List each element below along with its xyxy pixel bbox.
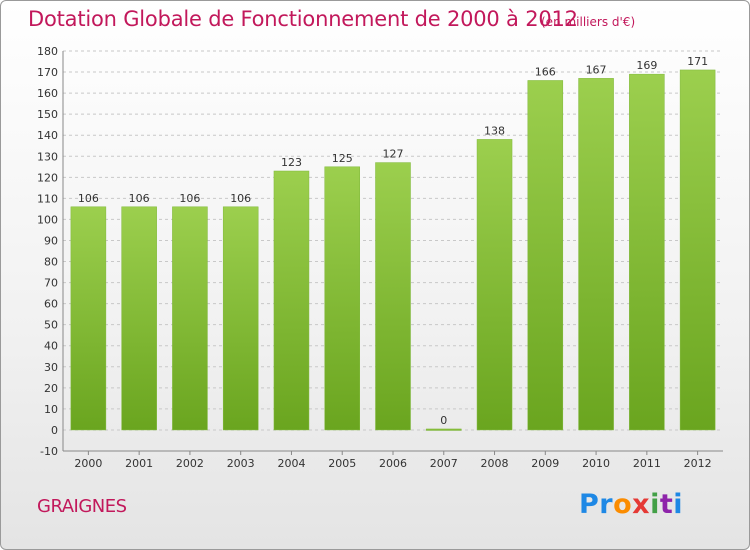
y-tick-label: 50 (44, 319, 58, 332)
data-label-2010: 167 (586, 63, 607, 76)
bar-2003 (222, 206, 259, 431)
y-tick-label: 170 (37, 66, 58, 79)
y-tick-label: 80 (44, 256, 58, 269)
bar-2012 (679, 69, 716, 431)
y-tick-label: 0 (51, 424, 58, 437)
y-tick-label: 150 (37, 108, 58, 121)
bar-2010 (578, 78, 614, 431)
y-tick-label: 180 (37, 45, 58, 58)
bar-2006 (375, 162, 411, 431)
y-tick-label: 100 (37, 213, 58, 226)
logo-part: o (613, 489, 633, 520)
data-label-2009: 166 (535, 65, 556, 78)
bar-2004 (273, 170, 310, 431)
x-tick-label: 2007 (430, 457, 458, 470)
x-tick-label: 2002 (176, 457, 204, 470)
data-label-2006: 127 (383, 148, 404, 161)
x-tick-label: 2012 (684, 457, 712, 470)
data-label-2001: 106 (129, 192, 150, 205)
data-labels: 106 106 106 106 123 125 127 0 138 166 167 169 171 (78, 55, 708, 427)
logo-part: i (650, 489, 660, 520)
x-tick-label: 2011 (633, 457, 661, 470)
bar-2005 (324, 166, 360, 431)
x-tick-label: 2004 (277, 457, 305, 470)
bar-2001 (121, 206, 157, 431)
y-tick-label: 20 (44, 382, 58, 395)
y-tick-label: 110 (37, 192, 58, 205)
x-tick-label: 2009 (531, 457, 559, 470)
logo-part: Pr (579, 489, 614, 520)
logo-part: t (659, 489, 674, 520)
y-tick-label: 70 (44, 277, 58, 290)
logo-part: x (632, 489, 651, 520)
bar-2007 (426, 428, 462, 431)
data-label-2008: 138 (484, 124, 505, 137)
axes (62, 51, 723, 455)
y-tick-label: 30 (44, 361, 58, 374)
x-tick-label: 2005 (328, 457, 356, 470)
data-label-2012: 171 (687, 55, 708, 68)
bar-2011 (629, 73, 665, 431)
chart-title: Dotation Globale de Fonctionnement de 20… (28, 7, 578, 31)
y-tick-label: 10 (44, 403, 58, 416)
y-tick-label: 90 (44, 234, 58, 247)
y-tick-label: 140 (37, 129, 58, 142)
bar-2009 (527, 80, 564, 431)
x-tick-label: 2001 (125, 457, 153, 470)
x-tick-label: 2010 (582, 457, 610, 470)
chart-subtitle: (en milliers d'€) (541, 15, 636, 29)
y-tick-label: 160 (37, 87, 58, 100)
data-label-2000: 106 (78, 192, 99, 205)
y-tick-label: 60 (44, 298, 58, 311)
data-label-2011: 169 (636, 59, 657, 72)
x-tick-label: 2000 (74, 457, 102, 470)
data-label-2005: 125 (332, 152, 353, 165)
y-tick-label: -10 (40, 445, 58, 458)
bar-2008 (476, 139, 513, 431)
y-tick-labels: -10 0 10 20 30 40 50 60 70 80 90 100 110 120 130 140 150… (37, 45, 58, 458)
y-tick-label: 40 (44, 340, 58, 353)
logo-part: i (673, 489, 684, 520)
x-tick-labels: 2000 2001 2002 2003 2004 2005 2006 2007 2008 2009… (74, 457, 711, 470)
data-label-2003: 106 (230, 192, 251, 205)
commune-name: GRAIGNES (37, 496, 127, 517)
proxiti-logo: Proxiti (579, 489, 683, 520)
bars (70, 69, 716, 431)
bar-2000 (70, 206, 107, 431)
bar-2002 (172, 206, 208, 431)
data-label-2002: 106 (179, 192, 200, 205)
data-label-2004: 123 (281, 156, 302, 169)
y-tick-label: 130 (37, 150, 58, 163)
data-label-2007: 0 (440, 414, 447, 427)
x-tick-label: 2003 (227, 457, 255, 470)
x-tick-label: 2008 (481, 457, 509, 470)
x-tick-label: 2006 (379, 457, 407, 470)
y-tick-label: 120 (37, 171, 58, 184)
